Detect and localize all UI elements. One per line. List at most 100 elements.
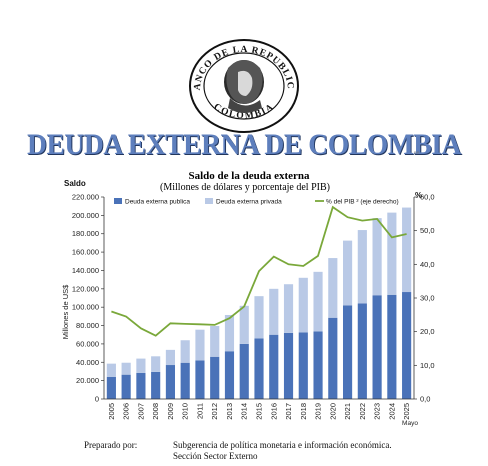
x-tick-label: 2008 <box>151 403 160 420</box>
bar-public-2012 <box>210 356 220 399</box>
bar-private-2008 <box>151 356 161 372</box>
x-tick-label: 2014 <box>240 403 249 420</box>
left-tick-label: 140.000 <box>72 266 99 275</box>
bar-private-2022 <box>357 230 367 304</box>
left-tick-label: 200.000 <box>72 211 99 220</box>
bar-private-2023 <box>372 218 382 296</box>
bar-private-2018 <box>298 277 308 333</box>
left-axis-ticks: 0 20.000 40.000 60.000 80.000 100.000 120.000 1… <box>72 193 104 404</box>
x-tick-label: 2020 <box>328 403 337 420</box>
bar-public-2005 <box>106 376 116 399</box>
chart-title: Saldo de la deuda externa <box>188 170 310 182</box>
x-tick-label: 2011 <box>195 403 204 419</box>
bar-private-2014 <box>239 305 249 344</box>
banner-mark: BR <box>414 150 420 155</box>
bar-public-2009 <box>165 365 176 399</box>
bar-private-2017 <box>283 284 294 333</box>
right-tick-label: 40,0 <box>420 260 435 269</box>
left-tick-label: 120.000 <box>72 284 99 293</box>
x-tick-label: 2005 <box>107 403 116 420</box>
gdp-line-series <box>111 205 407 337</box>
bar-private-2015 <box>254 296 264 339</box>
bar-public-2017 <box>283 332 294 399</box>
left-tick-label: 180.000 <box>72 229 99 238</box>
bar-private-2013 <box>224 314 235 352</box>
right-tick-label: 20,0 <box>420 327 435 336</box>
bar-private-2012 <box>210 326 220 357</box>
bar-public-2008 <box>151 371 161 399</box>
right-unit-label: % <box>415 191 422 200</box>
x-tick-label: 2012 <box>210 403 219 420</box>
left-tick-label: 100.000 <box>72 303 99 312</box>
bar-private-2021 <box>342 240 353 306</box>
bar-public-2010 <box>180 362 190 399</box>
left-tick-label: 40.000 <box>76 358 99 367</box>
right-axis-ticks: 0,0 10,0 20,0 30,0 40,0 50,0 60,0 <box>414 193 435 404</box>
left-tick-label: 160.000 <box>72 248 99 257</box>
x-tick-label: 2025 <box>402 403 411 420</box>
x-tick-label: 2010 <box>181 403 190 420</box>
external-debt-chart: Saldo de la deuda externa (Millones de d… <box>61 170 435 427</box>
bar-public-2007 <box>136 372 146 399</box>
bar-public-2016 <box>269 334 279 399</box>
bar-private-2005 <box>106 363 116 377</box>
banco-de-la-republica-seal: BANCO DE LA REPUBLICA COLOMBIA <box>188 38 299 133</box>
page-banner-title: DEUDA EXTERNA DE COLOMBIA <box>26 128 461 161</box>
bar-public-2011 <box>195 360 205 399</box>
right-tick-label: 60,0 <box>420 193 435 202</box>
x-tick-label: 2013 <box>225 403 234 420</box>
legend-swatch-public <box>114 198 122 204</box>
bar-private-2019 <box>313 271 323 332</box>
x-tick-label: 2019 <box>314 403 323 420</box>
right-tick-label: 50,0 <box>420 226 435 235</box>
left-tick-label: 0 <box>95 395 99 404</box>
bar-private-2025 <box>402 207 412 293</box>
bar-public-2024 <box>387 294 397 399</box>
x-tick-label: 2016 <box>269 403 278 420</box>
y-axis-label: Millones de US$ <box>61 284 70 339</box>
bar-public-2019 <box>313 331 323 399</box>
gdp-share-line <box>111 205 407 337</box>
x-tick-label: 2009 <box>166 403 175 420</box>
x-axis-ticks: 2005 2006 2007 2008 2009 2010 2011 2012 2013 2014… <box>107 403 411 420</box>
legend-label: Deuda externa privada <box>216 199 282 206</box>
left-tick-label: 220.000 <box>72 193 99 202</box>
bar-public-2020 <box>328 317 338 399</box>
bar-private-2007 <box>136 358 146 373</box>
x-tick-label: 2015 <box>255 403 264 420</box>
footer-label: Preparado por: <box>84 440 138 450</box>
legend-swatch-private <box>205 198 213 204</box>
left-tick-label: 20.000 <box>76 376 99 385</box>
left-tick-label: 80.000 <box>76 321 99 330</box>
left-unit-label: Saldo <box>64 179 86 188</box>
bar-private-2010 <box>180 340 190 363</box>
chart-subtitle: (Millones de dólares y porcentaje del PI… <box>160 182 330 193</box>
x-tick-label: 2007 <box>136 403 145 420</box>
x-tick-label: 2006 <box>122 403 131 420</box>
x-tick-label: 2018 <box>299 403 308 420</box>
bar-private-2016 <box>269 288 279 335</box>
bar-series <box>106 207 412 399</box>
bar-public-2014 <box>239 343 249 399</box>
chart-legend: Deuda externa publica Deuda externa priva… <box>114 198 399 206</box>
left-tick-label: 60.000 <box>76 339 99 348</box>
x-tick-label: 2017 <box>284 403 293 420</box>
bar-public-2006 <box>121 374 131 399</box>
right-tick-label: 10,0 <box>420 361 435 370</box>
bar-public-2023 <box>372 295 382 399</box>
seal-portrait <box>224 60 264 113</box>
footer-line-1: Subgerencia de política monetaria e info… <box>173 440 392 450</box>
category-note: Mayo <box>402 420 418 427</box>
bar-private-2024 <box>387 212 397 295</box>
bar-public-2025 <box>402 292 412 399</box>
legend-label: % del PIB ² (eje derecho) <box>326 199 399 206</box>
bar-public-2015 <box>254 338 264 399</box>
x-tick-label: 2021 <box>343 403 352 420</box>
legend-label: Deuda externa publica <box>125 199 190 206</box>
bar-public-2022 <box>357 303 367 399</box>
x-tick-label: 2023 <box>373 403 382 420</box>
chart-axes <box>103 197 415 400</box>
footer-line-2: Sección Sector Externo <box>173 451 258 461</box>
bar-private-2011 <box>195 329 205 361</box>
bar-public-2021 <box>342 305 353 399</box>
